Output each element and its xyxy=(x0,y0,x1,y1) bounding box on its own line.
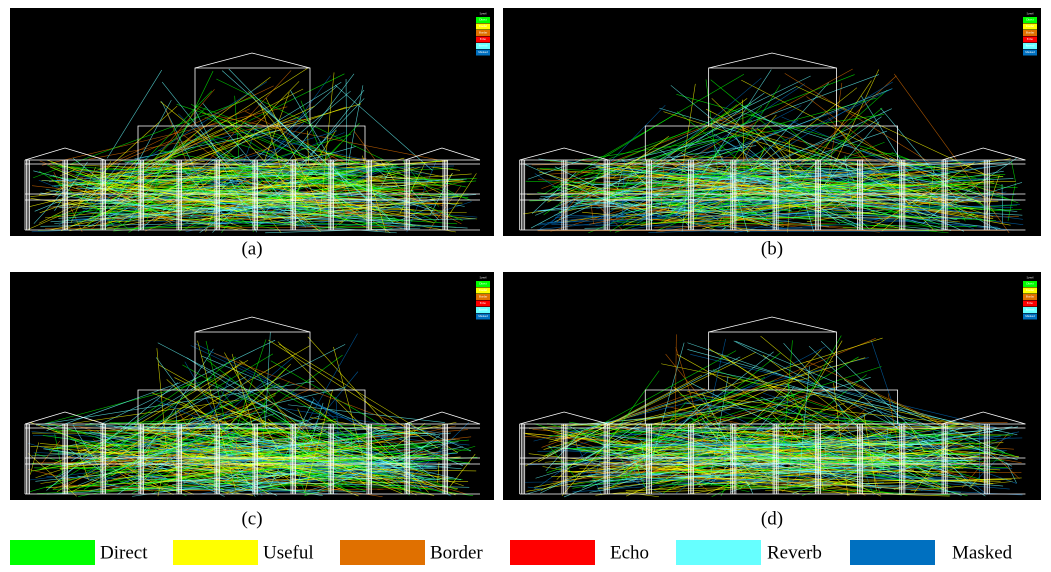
panel-legend-label: Border xyxy=(479,295,487,299)
panel: Level Direct Useful Border Echo Reverb Masked xyxy=(10,272,494,500)
legend-swatch xyxy=(10,540,95,565)
legend-label: Reverb xyxy=(767,542,822,563)
panel-legend-label: Border xyxy=(479,31,487,35)
panel: Level Direct Useful Border Echo Reverb Masked xyxy=(503,272,1041,500)
panel-legend-label: Echo xyxy=(480,301,487,305)
panel-legend-label: Masked xyxy=(1025,50,1035,54)
panel-legend-label: Masked xyxy=(1025,314,1035,318)
panel-legend-label: Direct xyxy=(479,18,487,22)
panel-legend-label: Direct xyxy=(1026,18,1034,22)
panel-legend-label: Border xyxy=(1026,31,1034,35)
caption: (d) xyxy=(761,508,783,529)
caption: (c) xyxy=(241,508,262,529)
legend-swatch xyxy=(676,540,761,565)
panel-legend-label: Direct xyxy=(479,282,487,286)
panel-legend-label: Reverb xyxy=(1026,44,1035,48)
legend-label: Direct xyxy=(100,542,148,563)
legend-swatch xyxy=(510,540,595,565)
panel-legend-label: Useful xyxy=(479,288,487,292)
caption: (b) xyxy=(761,238,783,259)
panel-legend-label: Echo xyxy=(1027,37,1034,41)
legend-label: Border xyxy=(430,542,483,563)
panel-legend-label: Masked xyxy=(478,314,488,318)
panel-legend-label: Echo xyxy=(480,37,487,41)
legend-label: Masked xyxy=(952,542,1013,563)
panel: Level Direct Useful Border Echo Reverb Masked xyxy=(10,8,494,236)
panel-legend-label: Echo xyxy=(1027,301,1034,305)
page: Level Direct Useful Border Echo Reverb Masked (… xyxy=(0,0,1051,572)
legend-label: Useful xyxy=(263,542,314,563)
panel-legend-title: Level xyxy=(480,276,487,280)
caption: (a) xyxy=(241,238,262,259)
legend-label: Echo xyxy=(610,542,649,563)
panel-legend-label: Reverb xyxy=(1026,308,1035,312)
legend-swatch xyxy=(850,540,935,565)
panel-legend-title: Level xyxy=(1027,12,1034,16)
panel: Level Direct Useful Border Echo Reverb Masked xyxy=(503,8,1041,236)
panel-legend-label: Useful xyxy=(1026,24,1034,28)
panel-legend-label: Reverb xyxy=(479,308,488,312)
panel-legend-label: Reverb xyxy=(479,44,488,48)
panel-legend-title: Level xyxy=(480,12,487,16)
panel-legend-label: Border xyxy=(1026,295,1034,299)
figure: Level Direct Useful Border Echo Reverb Masked (… xyxy=(0,0,1051,567)
panel-legend-label: Useful xyxy=(479,24,487,28)
legend-swatch xyxy=(340,540,425,565)
panel-legend-title: Level xyxy=(1027,276,1034,280)
panel-legend-label: Direct xyxy=(1026,282,1034,286)
panel-legend-label: Useful xyxy=(1026,288,1034,292)
legend-swatch xyxy=(173,540,258,565)
panel-legend-label: Masked xyxy=(478,50,488,54)
